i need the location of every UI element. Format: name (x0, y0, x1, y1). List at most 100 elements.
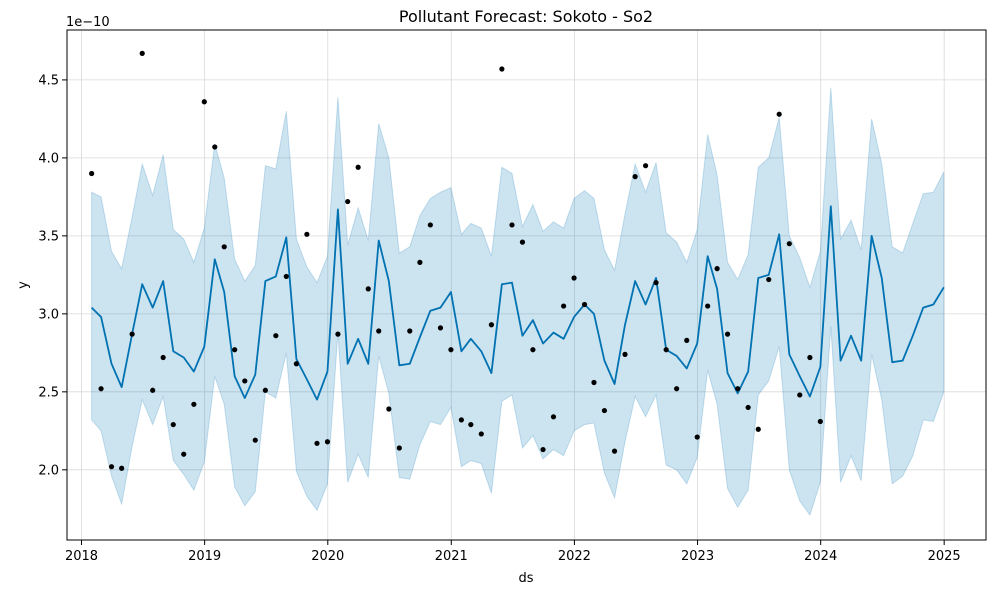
x-tick-label: 2023 (681, 549, 714, 564)
observed-point (581, 301, 588, 308)
observed-point (674, 386, 680, 392)
y-tick-label: 2.0 (38, 463, 59, 478)
y-tick-label: 4.0 (38, 151, 59, 166)
y-axis: 2.0 2.5 3.0 3.5 4.0 4.5 (38, 73, 67, 478)
observed-point (663, 347, 669, 353)
observed-point (632, 174, 638, 180)
y-tick-label: 3.0 (38, 307, 59, 322)
plot-frame (66, 29, 987, 541)
x-tick-label: 2022 (558, 549, 591, 564)
observed-point (755, 426, 761, 432)
chart-title: Pollutant Forecast: Sokoto - So2 (399, 7, 653, 26)
observed-point (437, 325, 444, 331)
observed-point (488, 322, 495, 328)
observed-point (745, 404, 751, 411)
observed-point (108, 464, 115, 470)
observed-point (221, 244, 227, 250)
observed-point (345, 198, 351, 205)
observed-point (232, 347, 238, 353)
observed-point (89, 170, 95, 177)
observed-point (407, 328, 413, 334)
observed-point (160, 354, 166, 361)
observed-point (150, 387, 156, 393)
observed-point (519, 239, 526, 245)
observed-point (396, 445, 402, 451)
observed-point (304, 231, 310, 237)
observed-point (601, 407, 608, 414)
observed-point (478, 431, 484, 437)
uncertainty-band-layer (91, 87, 945, 517)
observed-point (273, 333, 279, 339)
observed-point (611, 448, 618, 454)
grid (67, 30, 986, 540)
observed-point (786, 241, 792, 247)
observed-point (293, 361, 300, 367)
observed-point (540, 446, 546, 453)
observed-point (468, 421, 474, 428)
observed-point (530, 347, 536, 353)
x-tick-label: 2019 (188, 549, 221, 564)
observed-point (561, 303, 567, 309)
observed-point (653, 280, 659, 286)
x-tick-label: 2025 (928, 549, 961, 564)
observed-point (684, 337, 690, 343)
observed-point (365, 286, 371, 292)
observed-point (458, 417, 464, 423)
observed-point (139, 50, 145, 56)
observed-point (694, 434, 700, 440)
observed-point (622, 351, 628, 357)
observed-point (705, 303, 711, 309)
observed-point (571, 275, 577, 281)
observed-point (724, 331, 731, 337)
observed-point (817, 418, 823, 425)
x-tick-label: 2018 (65, 549, 98, 564)
y-tick-label: 4.5 (38, 73, 59, 88)
forecast-line-layer (90, 205, 945, 401)
x-tick-label: 2021 (435, 549, 468, 564)
observed-point (427, 222, 433, 228)
observed-point (242, 378, 248, 384)
observed-point (776, 111, 782, 117)
observed-point (201, 99, 207, 105)
x-tick-label: 2020 (311, 549, 344, 564)
observed-point (766, 276, 772, 283)
observed-point (735, 386, 741, 392)
observed-point (797, 392, 803, 398)
uncertainty-band (91, 87, 945, 517)
observed-point (376, 328, 382, 334)
observed-points-layer (89, 50, 823, 471)
observed-point (181, 451, 187, 457)
observed-point (191, 401, 197, 407)
observed-point (448, 347, 454, 353)
observed-point (170, 421, 176, 428)
observed-point (212, 144, 218, 150)
observed-point (591, 379, 597, 386)
observed-point (417, 259, 423, 265)
observed-point (98, 386, 104, 392)
observed-point (262, 387, 268, 393)
y-exponent-label: 1e−10 (66, 15, 110, 30)
observed-point (129, 331, 135, 337)
observed-point (119, 465, 125, 471)
y-tick-label: 3.5 (38, 229, 59, 244)
x-axis: 2018 2019 2020 2021 2022 2023 2024 2025 (65, 540, 961, 564)
observed-point (807, 354, 813, 361)
observed-point (509, 222, 515, 228)
observed-point (642, 163, 649, 169)
observed-point (324, 439, 331, 445)
y-tick-label: 2.5 (38, 385, 59, 400)
x-axis-label: ds (518, 571, 533, 586)
observed-point (335, 331, 341, 337)
observed-point (550, 414, 557, 420)
observed-point (714, 266, 720, 272)
observed-point (252, 437, 258, 443)
y-axis-label: y (16, 281, 31, 289)
observed-point (386, 406, 392, 412)
forecast-line (90, 205, 945, 401)
observed-point (283, 273, 289, 280)
x-tick-label: 2024 (804, 549, 837, 564)
observed-point (314, 440, 320, 446)
observed-point (355, 164, 361, 170)
observed-point (499, 66, 505, 72)
